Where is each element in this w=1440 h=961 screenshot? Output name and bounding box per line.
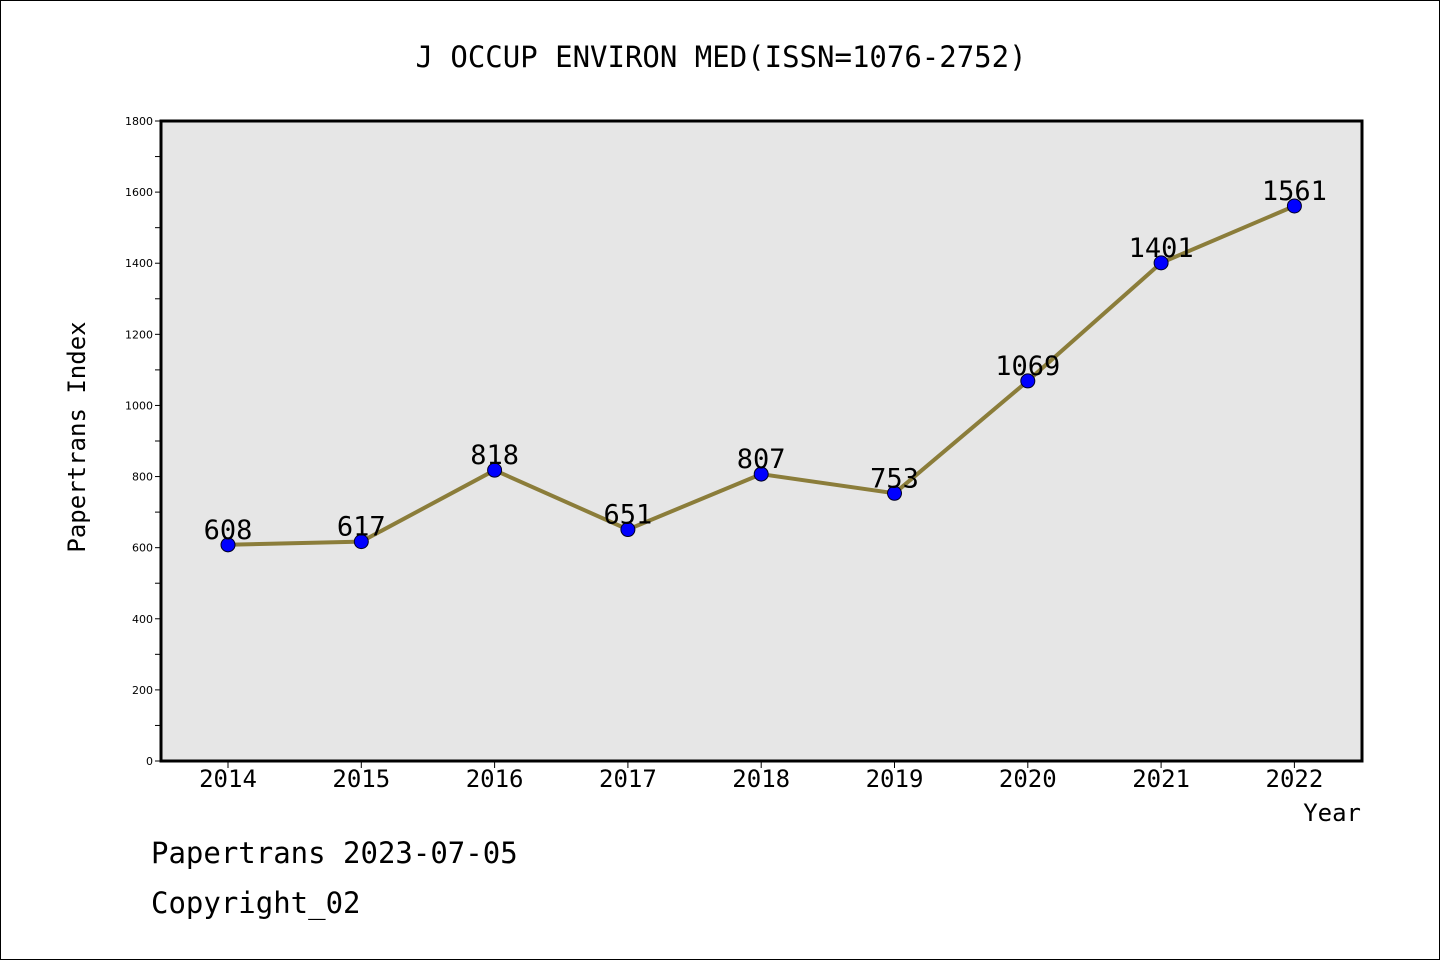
y-tick-label: 1400 (125, 257, 153, 270)
footer-source-date: Papertrans 2023-07-05 (151, 836, 518, 870)
footer-copyright: Copyright_02 (151, 886, 361, 920)
data-point (887, 485, 902, 501)
plot-area (161, 121, 1362, 761)
x-tick-label: 2017 (599, 765, 657, 793)
y-tick-label: 1000 (125, 399, 153, 412)
y-tick-label: 1200 (125, 328, 153, 341)
x-tick-label: 2014 (199, 765, 257, 793)
x-axis-label: Year (1303, 799, 1361, 827)
data-point (487, 462, 503, 478)
y-tick-label: 800 (132, 471, 153, 484)
x-tick-label: 2015 (332, 765, 390, 793)
y-tick-label: 1800 (125, 115, 153, 128)
data-label: 807 (737, 444, 786, 475)
x-tick-label: 2019 (866, 765, 924, 793)
x-tick-label: 2021 (1132, 765, 1190, 793)
x-tick-label: 2016 (466, 765, 524, 793)
y-tick-label: 0 (146, 755, 153, 768)
x-tick-label: 2018 (732, 765, 790, 793)
data-label: 1069 (995, 351, 1060, 382)
y-tick-label: 400 (132, 613, 153, 626)
data-point (1020, 373, 1036, 389)
x-tick-label: 2022 (1266, 765, 1324, 793)
data-point (1153, 255, 1169, 271)
data-label: 617 (337, 512, 386, 543)
y-tick-label: 600 (132, 542, 153, 555)
data-point (220, 537, 236, 553)
data-label: 818 (470, 440, 519, 471)
data-label: 1561 (1262, 176, 1327, 207)
plot-frame (159, 119, 1364, 763)
x-tick-label: 2020 (999, 765, 1057, 793)
data-point (1286, 198, 1302, 214)
data-label: 651 (604, 500, 653, 531)
y-tick-label: 1600 (125, 186, 153, 199)
data-label: 1401 (1129, 233, 1194, 264)
y-tick-label: 200 (132, 684, 153, 697)
chart-title: J OCCUP ENVIRON MED(ISSN=1076-2752) (415, 40, 1026, 74)
data-point (620, 522, 636, 538)
y-axis-label: Papertrans Index (63, 321, 91, 552)
data-point (753, 466, 769, 482)
data-label: 608 (204, 515, 253, 546)
data-label: 753 (870, 463, 919, 494)
data-point (353, 534, 369, 550)
